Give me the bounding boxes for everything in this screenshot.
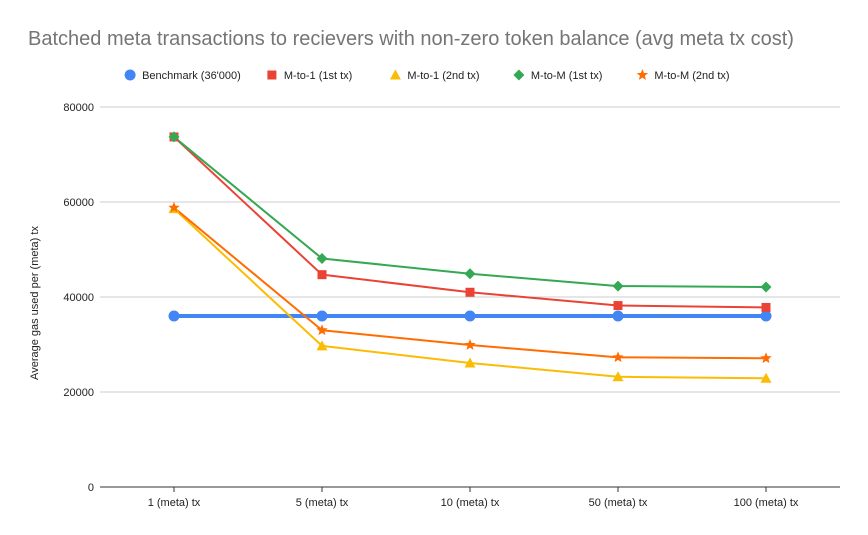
data-point-m-to-m-2nd-tx [168, 201, 180, 213]
x-tick-label: 5 (meta) tx [296, 497, 349, 509]
data-point-m-to-m-2nd-tx [316, 324, 328, 336]
data-point-benchmark-36-000 [760, 310, 772, 322]
data-point-benchmark-36-000 [316, 310, 328, 322]
y-axis-ticks: 0 20000 40000 60000 80000 [63, 102, 94, 494]
data-point-m-to-m-1st-tx [316, 253, 328, 265]
data-point-m-to-1-2nd-tx [612, 371, 624, 382]
data-point-m-to-1-1st-tx [761, 302, 771, 312]
data-point-m-to-1-2nd-tx [316, 340, 328, 351]
y-tick-label: 20000 [63, 387, 94, 399]
data-point-m-to-1-1st-tx [613, 301, 623, 311]
data-point-m-to-1-1st-tx [465, 287, 475, 297]
y-axis-label: Average gas used per (meta) tx [29, 226, 41, 380]
legend-label: M-to-1 (1st tx) [284, 70, 352, 82]
x-tick-label: 10 (meta) tx [441, 497, 500, 509]
x-tick-label: 100 (meta) tx [734, 497, 799, 509]
data-point-m-to-1-2nd-tx [760, 372, 772, 383]
y-tick-label: 80000 [63, 102, 94, 114]
legend: Benchmark (36'000) M-to-1 (1st tx) M-to-1 … [124, 69, 730, 82]
legend-label: M-to-M (2nd tx) [654, 70, 729, 82]
legend-marker-m-to-1-2nd-tx [389, 69, 401, 80]
y-tick-label: 0 [88, 482, 94, 494]
series-line-m-to-m-1st-tx [173, 136, 767, 289]
legend-marker-m-to-m-1st-tx [513, 69, 525, 81]
data-point-m-to-m-2nd-tx [612, 351, 624, 363]
data-point-m-to-1-2nd-tx [464, 357, 476, 368]
data-point-m-to-m-1st-tx [612, 280, 624, 292]
legend-marker-m-to-m-2nd-tx [636, 69, 649, 80]
x-axis-ticks: 1 (meta) tx 5 (meta) tx 10 (meta) tx 50 (me… [148, 487, 799, 509]
legend-marker-benchmark-36-000 [124, 69, 136, 81]
data-point-benchmark-36-000 [464, 310, 476, 322]
x-tick-label: 50 (meta) tx [589, 497, 648, 509]
series-markers [168, 131, 772, 383]
data-point-benchmark-36-000 [168, 310, 180, 322]
data-point-m-to-m-1st-tx [168, 131, 180, 143]
data-point-m-to-m-2nd-tx [760, 352, 772, 364]
data-point-m-to-m-2nd-tx [464, 338, 476, 350]
data-point-m-to-1-1st-tx [317, 270, 327, 280]
legend-label: M-to-1 (2nd tx) [407, 70, 479, 82]
data-point-m-to-m-1st-tx [464, 268, 476, 280]
legend-label: M-to-M (1st tx) [531, 70, 603, 82]
x-tick-label: 1 (meta) tx [148, 497, 201, 509]
y-tick-label: 40000 [63, 292, 94, 304]
gridlines [100, 106, 840, 488]
data-point-benchmark-36-000 [612, 310, 624, 322]
series-line-m-to-m-2nd-tx [173, 206, 767, 360]
data-point-m-to-m-1st-tx [760, 281, 772, 293]
y-tick-label: 60000 [63, 197, 94, 209]
legend-marker-m-to-1-1st-tx [267, 70, 277, 80]
legend-label: Benchmark (36'000) [142, 70, 241, 82]
chart-title: Batched meta transactions to recievers w… [28, 28, 794, 50]
